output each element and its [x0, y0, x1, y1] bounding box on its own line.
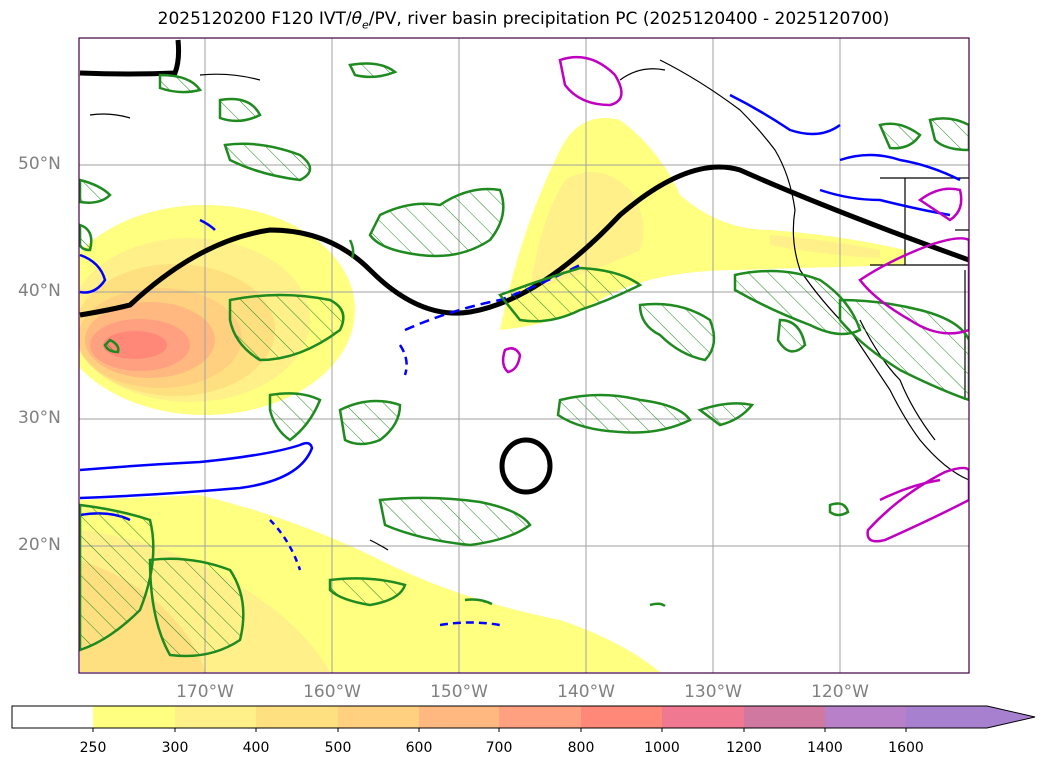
colorbar-tick-300: 300 [161, 740, 189, 756]
lon-label-130w: 130°W [684, 682, 742, 702]
map-title: 2025120200 F120 IVT/θe/PV, river basin p… [157, 9, 890, 32]
lon-label-160w: 160°W [303, 682, 361, 702]
colorbar-tick-1400: 1400 [807, 740, 843, 756]
lat-label-40n: 40°N [18, 281, 61, 301]
colorbar-tick-700: 700 [485, 740, 513, 756]
colorbar-tick-1600: 1600 [888, 740, 924, 756]
map-area [79, 38, 969, 673]
lon-label-150w: 150°W [430, 682, 488, 702]
lon-label-120w: 120°W [811, 682, 869, 702]
map-frame [78, 37, 970, 674]
precip-contours [79, 62, 969, 658]
colorbar-tick-400: 400 [242, 740, 270, 756]
colorbar-tick-250: 250 [79, 740, 107, 756]
colorbar-tick-800: 800 [567, 740, 595, 756]
lon-label-140w: 140°W [557, 682, 615, 702]
colorbar-tick-600: 600 [405, 740, 433, 756]
lat-label-50n: 50°N [18, 154, 61, 174]
lat-label-20n: 20°N [18, 535, 61, 555]
lat-label-30n: 30°N [18, 408, 61, 428]
pv-contours [79, 39, 969, 495]
extra-contours [501, 55, 969, 543]
colorbar-tick-1000: 1000 [644, 740, 680, 756]
colorbar-tick-1200: 1200 [726, 740, 762, 756]
lon-label-170w: 170°W [176, 682, 234, 702]
colorbar-tick-500: 500 [324, 740, 352, 756]
colorbar [11, 705, 1036, 732]
